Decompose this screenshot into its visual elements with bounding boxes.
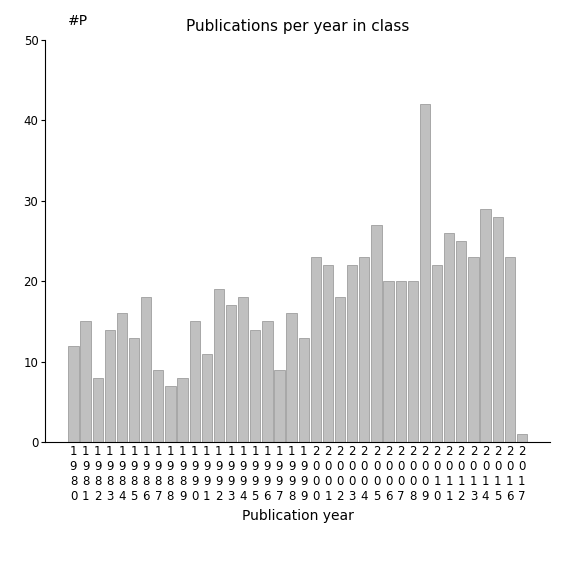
Bar (286, 314, 297, 442)
Bar (408, 281, 418, 442)
Bar (105, 329, 115, 442)
Bar (396, 281, 406, 442)
Bar (165, 386, 176, 442)
Bar (432, 265, 442, 442)
Bar (153, 370, 163, 442)
Bar (480, 209, 490, 442)
Bar (117, 314, 127, 442)
Bar (359, 257, 370, 442)
Bar (505, 257, 515, 442)
Bar (214, 289, 224, 442)
Bar (202, 354, 212, 442)
Bar (177, 378, 188, 442)
Bar (493, 217, 503, 442)
Bar (250, 329, 260, 442)
Bar (81, 321, 91, 442)
Bar (129, 337, 139, 442)
Bar (420, 104, 430, 442)
Bar (383, 281, 393, 442)
Bar (141, 297, 151, 442)
Bar (323, 265, 333, 442)
Bar (274, 370, 285, 442)
Bar (468, 257, 479, 442)
Bar (299, 337, 309, 442)
Bar (226, 306, 236, 442)
Bar (444, 233, 454, 442)
Bar (68, 346, 79, 442)
Bar (347, 265, 357, 442)
Text: #P: #P (67, 14, 87, 28)
Bar (311, 257, 321, 442)
Bar (189, 321, 200, 442)
Bar (371, 225, 382, 442)
Bar (456, 241, 467, 442)
Bar (517, 434, 527, 442)
X-axis label: Publication year: Publication year (242, 509, 354, 523)
Title: Publications per year in class: Publications per year in class (186, 19, 409, 35)
Bar (238, 297, 248, 442)
Bar (92, 378, 103, 442)
Bar (335, 297, 345, 442)
Bar (262, 321, 273, 442)
